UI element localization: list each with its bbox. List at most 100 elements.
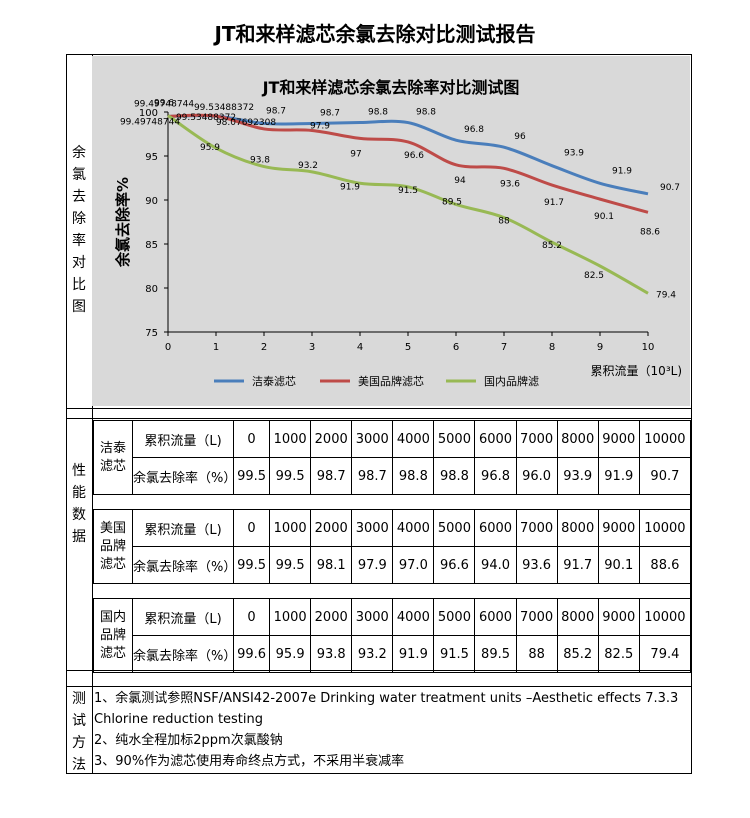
data-label: 98.8 xyxy=(368,108,388,118)
chart-title: JT和来样滤芯余氯去除率对比测试图 xyxy=(262,78,520,97)
flow-cell: 0 xyxy=(232,420,271,458)
flow-cell: 7000 xyxy=(515,420,558,458)
side-label-chart-char: 图 xyxy=(72,299,86,315)
rate-cell: 93.8 xyxy=(310,635,353,673)
flow-cell: 3000 xyxy=(351,509,394,547)
flow-cell: 7000 xyxy=(515,509,558,547)
side-label-performance-char: 能 xyxy=(72,485,86,501)
side-label-chart-char: 率 xyxy=(72,233,86,249)
x-tick-label: 8 xyxy=(549,342,555,353)
flow-cell: 1000 xyxy=(269,420,312,458)
rate-cell: 88.6 xyxy=(638,546,692,584)
data-label: 91.7 xyxy=(544,198,564,208)
rate-cell: 85.2 xyxy=(556,635,599,673)
rate-cell: 91.7 xyxy=(556,546,599,584)
data-label: 82.5 xyxy=(584,271,604,281)
rate-cell: 97.9 xyxy=(351,546,394,584)
data-label: 88.6 xyxy=(640,227,660,237)
x-axis-label: 累积流量（10³L) xyxy=(591,364,682,378)
flow-cell: 6000 xyxy=(474,420,517,458)
side-label-chart-char: 氯 xyxy=(72,167,86,183)
x-tick-label: 9 xyxy=(597,342,603,353)
data-label: 89.5 xyxy=(442,197,462,207)
data-label: 91.9 xyxy=(340,182,360,192)
x-tick-label: 7 xyxy=(501,342,507,353)
side-label-chart-char: 余 xyxy=(72,145,86,161)
side-label-chart-char: 对 xyxy=(72,255,86,271)
data-label: 98.7 xyxy=(266,106,286,116)
performance-table: 洁泰滤芯 累积流量（L) 0 1000 2000 3000 4000 5000 6000 7000… xyxy=(93,420,692,673)
method-line-3: 3、90%作为滤芯使用寿命终点方式，不采用半衰减率 xyxy=(94,754,405,769)
y-tick-label: 85 xyxy=(145,240,158,251)
series-line-2 xyxy=(167,113,649,214)
rate-cell: 93.2 xyxy=(351,635,394,673)
side-label-chart-char: 除 xyxy=(72,211,86,227)
side-label-performance-char: 性 xyxy=(72,463,86,479)
data-label: 99.53488372 xyxy=(176,113,236,123)
side-label-chart-char: 比 xyxy=(72,277,86,293)
flow-cell: 6000 xyxy=(474,509,517,547)
flow-cell: 9000 xyxy=(597,420,640,458)
side-label-method-char: 测 xyxy=(72,691,86,707)
data-label: 99.49748744 xyxy=(134,99,194,109)
group-name: 国内品牌滤芯 xyxy=(93,598,133,673)
rate-cell: 79.4 xyxy=(638,635,692,673)
data-label: 97 xyxy=(350,149,361,159)
data-label: 99.53488372 xyxy=(194,103,254,113)
x-tick-label: 3 xyxy=(309,342,315,353)
rate-cell: 95.9 xyxy=(269,635,312,673)
flow-cell: 4000 xyxy=(392,509,435,547)
legend-label-1: 洁泰滤芯 xyxy=(252,374,296,388)
rate-cell: 91.9 xyxy=(597,457,640,495)
rate-row-label: 余氯去除率（%） xyxy=(132,457,236,495)
rate-cell: 96.6 xyxy=(433,546,476,584)
data-label: 99.6 xyxy=(154,99,174,109)
rate-cell: 91.9 xyxy=(392,635,435,673)
x-tick-label: 5 xyxy=(405,342,411,353)
y-axis-label: 余氯去除率% xyxy=(114,177,132,268)
data-label: 93.8 xyxy=(250,156,270,166)
flow-cell: 3000 xyxy=(351,598,394,636)
x-tick-label: 4 xyxy=(357,342,363,353)
series-line-1 xyxy=(167,114,649,196)
rate-cell: 97.0 xyxy=(392,546,435,584)
flow-cell: 3000 xyxy=(351,420,394,458)
y-tick-label: 95 xyxy=(145,152,158,163)
flow-cell: 4000 xyxy=(392,420,435,458)
x-tick-label: 6 xyxy=(453,342,459,353)
flow-row-label: 累积流量（L) xyxy=(132,420,234,458)
rate-cell: 93.9 xyxy=(556,457,599,495)
report-title: JT和来样滤芯余氯去除对比测试报告 xyxy=(214,22,536,46)
group-name: 洁泰滤芯 xyxy=(93,420,133,495)
flow-cell: 2000 xyxy=(310,509,353,547)
rate-cell: 90.1 xyxy=(597,546,640,584)
data-label: 93.9 xyxy=(564,149,584,159)
flow-cell: 8000 xyxy=(556,509,599,547)
flow-cell: 10000 xyxy=(638,598,692,636)
rate-row-label: 余氯去除率（%） xyxy=(132,546,236,584)
data-label: 91.5 xyxy=(398,186,418,196)
side-label-performance-char: 据 xyxy=(72,529,86,545)
data-label: 98.07692308 xyxy=(216,118,276,128)
flow-cell: 0 xyxy=(232,509,271,547)
method-line-2: 2、纯水全程加标2ppm次氯酸钠 xyxy=(94,733,283,748)
y-tick-label: 75 xyxy=(145,328,158,339)
data-label: 90.7 xyxy=(660,183,680,193)
data-label: 96 xyxy=(514,132,526,142)
flow-cell: 10000 xyxy=(638,509,692,547)
x-tick-label: 10 xyxy=(642,342,655,353)
data-label: 96.6 xyxy=(404,151,424,161)
flow-cell: 1000 xyxy=(269,509,312,547)
x-tick-label: 1 xyxy=(213,342,219,353)
flow-cell: 1000 xyxy=(269,598,312,636)
rate-cell: 90.7 xyxy=(638,457,692,495)
data-label: 93.6 xyxy=(500,179,520,189)
rate-cell: 98.7 xyxy=(310,457,353,495)
rate-cell: 98.1 xyxy=(310,546,353,584)
report-frame xyxy=(66,54,692,774)
rate-cell: 99.6 xyxy=(232,635,271,673)
x-tick-label: 0 xyxy=(165,342,171,353)
flow-cell: 4000 xyxy=(392,598,435,636)
side-label-performance-char: 数 xyxy=(72,507,86,523)
side-label-method-char: 方 xyxy=(72,735,86,751)
